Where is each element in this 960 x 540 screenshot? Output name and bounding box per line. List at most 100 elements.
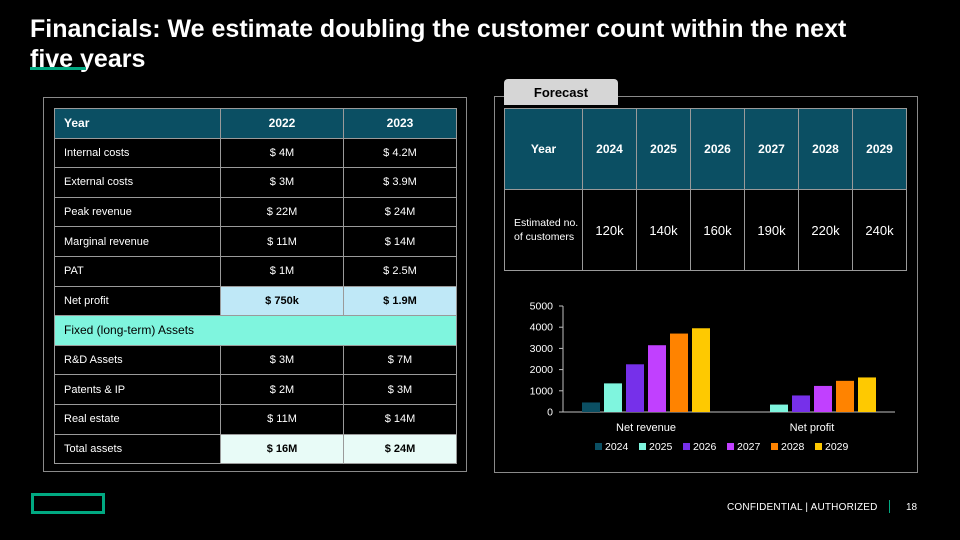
page-number: 18: [906, 502, 918, 513]
cell-2026: 160k: [690, 189, 745, 271]
legend-swatch: [771, 443, 778, 450]
legend-swatch: [639, 443, 646, 450]
x-category-label: Net revenue: [616, 422, 676, 434]
table-row-total-assets: Total assets $ 16M $ 24M: [54, 433, 457, 465]
header-2022: 2022: [220, 108, 344, 139]
cell-2023: $ 3.9M: [343, 167, 457, 198]
legend-label: 2025: [649, 441, 673, 453]
table-row: Peak revenue $ 22M $ 24M: [54, 196, 457, 228]
cell-2025: 140k: [636, 189, 691, 271]
legend-swatch: [727, 443, 734, 450]
table-row-net-profit: Net profit $ 750k $ 1.9M: [54, 285, 457, 317]
row-label: Marginal revenue: [54, 226, 221, 257]
slide-title: Financials: We estimate doubling the cus…: [30, 15, 847, 73]
table-header-row: Year 2024 2025 2026 2027 2028 2029: [504, 108, 907, 190]
legend-swatch: [815, 443, 822, 450]
cell-2023: $ 1.9M: [343, 285, 457, 317]
header-2026: 2026: [690, 108, 745, 190]
table-row: Internal costs $ 4M $ 4.2M: [54, 137, 457, 169]
cell-2022: $ 22M: [220, 196, 344, 228]
row-label: PAT: [54, 255, 221, 287]
bar-2029-0: [692, 328, 710, 412]
y-tick-label: 2000: [530, 364, 554, 376]
y-tick-label: 3000: [530, 343, 554, 355]
row-label: External costs: [54, 167, 221, 198]
cell-2022: $ 4M: [220, 137, 344, 169]
header-2027: 2027: [744, 108, 799, 190]
x-category-label: Net profit: [790, 422, 835, 434]
cell-2029: 240k: [852, 189, 907, 271]
header-2023: 2023: [343, 108, 457, 139]
row-label: Net profit: [54, 285, 221, 317]
y-tick-label: 4000: [530, 322, 554, 334]
forecast-tab[interactable]: Forecast: [504, 79, 618, 105]
legend-label: 2028: [781, 441, 805, 453]
table-row: Marginal revenue $ 11M $ 14M: [54, 226, 457, 257]
cell-2022: $ 3M: [220, 167, 344, 198]
header-year: Year: [504, 108, 583, 190]
bar-2029-1: [858, 377, 876, 412]
cell-2022: $ 2M: [220, 374, 344, 405]
table-row: Real estate $ 11M $ 14M: [54, 403, 457, 435]
financials-panel: [43, 97, 467, 472]
row-label: Total assets: [54, 433, 221, 465]
bar-2025-1: [770, 404, 788, 412]
header-year: Year: [54, 108, 221, 139]
brand-logo: [31, 493, 105, 514]
bar-2026-0: [626, 364, 644, 412]
table-row: Patents & IP $ 2M $ 3M: [54, 374, 457, 405]
y-tick-label: 0: [547, 407, 553, 419]
row-label: Internal costs: [54, 137, 221, 169]
cell-2023: $ 24M: [343, 433, 457, 465]
cell-2022: $ 3M: [220, 344, 344, 376]
header-2024: 2024: [582, 108, 637, 190]
table-row: External costs $ 3M $ 3.9M: [54, 167, 457, 198]
forecast-table: Year 2024 2025 2026 2027 2028 2029 Estim…: [504, 108, 907, 271]
y-tick-label: 5000: [530, 301, 554, 313]
cell-2022: $ 1M: [220, 255, 344, 287]
legend-swatch: [683, 443, 690, 450]
bar-2028-1: [836, 380, 854, 412]
cell-2023: $ 14M: [343, 226, 457, 257]
cell-2023: $ 14M: [343, 403, 457, 435]
cell-2027: 190k: [744, 189, 799, 271]
cell-2022: $ 11M: [220, 403, 344, 435]
forecast-panel: [494, 96, 918, 473]
bar-2026-1: [792, 395, 810, 412]
header-2029: 2029: [852, 108, 907, 190]
revenue-profit-chart: 0 1000 2000 3000 4000 5000 Net revenue Net prof…: [530, 301, 895, 453]
row-label: Patents & IP: [54, 374, 221, 405]
legend-label: 2027: [737, 441, 761, 453]
table-row: PAT $ 1M $ 2.5M: [54, 255, 457, 287]
legend-swatch: [595, 443, 602, 450]
section-label: Fixed (long-term) Assets: [54, 315, 457, 346]
legend-label: 2026: [693, 441, 717, 453]
title-accent-line: [30, 67, 86, 70]
cell-2024: 120k: [582, 189, 637, 271]
cell-2023: $ 3M: [343, 374, 457, 405]
table-row: Estimated no. of customers 120k 140k 160…: [504, 189, 907, 271]
cell-2023: $ 4.2M: [343, 137, 457, 169]
cell-2023: $ 2.5M: [343, 255, 457, 287]
row-label: R&D Assets: [54, 344, 221, 376]
cell-2028: 220k: [798, 189, 853, 271]
table-row: R&D Assets $ 3M $ 7M: [54, 344, 457, 376]
header-2025: 2025: [636, 108, 691, 190]
cell-2023: $ 24M: [343, 196, 457, 228]
row-label: Real estate: [54, 403, 221, 435]
table-header-row: Year 2022 2023: [54, 108, 457, 139]
footer-separator: [889, 500, 890, 513]
cell-2023: $ 7M: [343, 344, 457, 376]
table-section-row: Fixed (long-term) Assets: [54, 315, 457, 346]
row-label: Estimated no. of customers: [504, 189, 583, 271]
y-tick-label: 1000: [530, 385, 554, 397]
financials-table: Year 2022 2023 Internal costs $ 4M $ 4.2…: [54, 108, 457, 465]
row-label: Peak revenue: [54, 196, 221, 228]
bar-2025-0: [604, 383, 622, 412]
cell-2022: $ 750k: [220, 285, 344, 317]
bar-2027-1: [814, 385, 832, 412]
bar-2027-0: [648, 345, 666, 412]
header-2028: 2028: [798, 108, 853, 190]
legend-label: 2024: [605, 441, 629, 453]
confidential-label: CONFIDENTIAL | AUTHORIZED: [727, 502, 878, 513]
